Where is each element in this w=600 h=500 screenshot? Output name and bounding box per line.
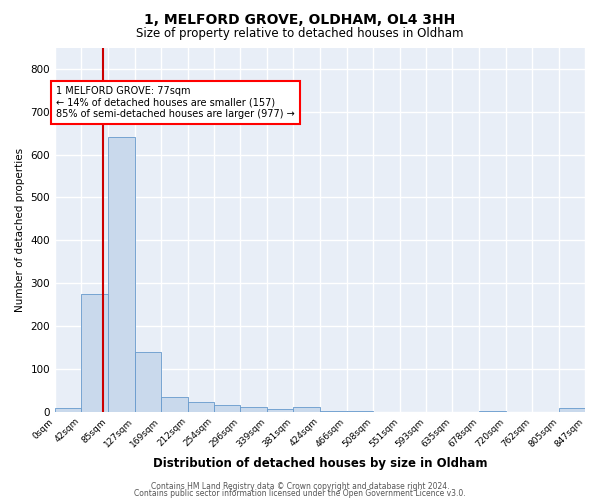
Bar [134,352,161,412]
Bar [559,408,585,412]
Text: 1, MELFORD GROVE, OLDHAM, OL4 3HH: 1, MELFORD GROVE, OLDHAM, OL4 3HH [145,12,455,26]
Text: Size of property relative to detached houses in Oldham: Size of property relative to detached ho… [136,28,464,40]
Bar [161,396,188,411]
Bar [55,408,82,412]
Text: 1 MELFORD GROVE: 77sqm
← 14% of detached houses are smaller (157)
85% of semi-de: 1 MELFORD GROVE: 77sqm ← 14% of detached… [56,86,295,120]
Bar [82,294,108,412]
Bar [293,408,320,412]
X-axis label: Distribution of detached houses by size in Oldham: Distribution of detached houses by size … [153,457,487,470]
Y-axis label: Number of detached properties: Number of detached properties [15,148,25,312]
Text: Contains public sector information licensed under the Open Government Licence v3: Contains public sector information licen… [134,490,466,498]
Text: Contains HM Land Registry data © Crown copyright and database right 2024.: Contains HM Land Registry data © Crown c… [151,482,449,491]
Bar [214,406,240,411]
Bar [240,408,267,412]
Bar [108,138,134,411]
Bar [188,402,214,411]
Bar [267,408,293,412]
